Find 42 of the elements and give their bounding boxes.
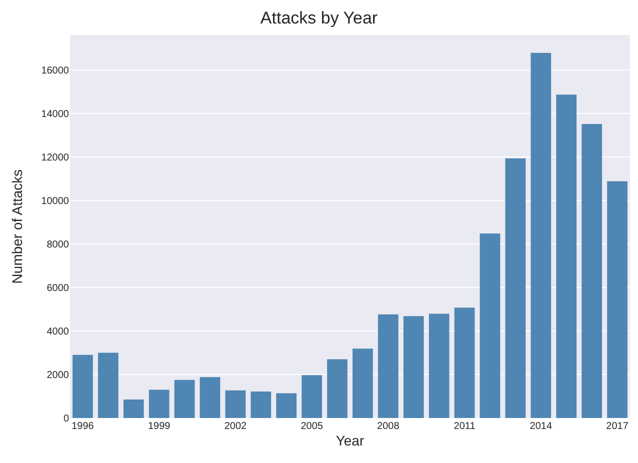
- y-tick-label: 16000: [41, 65, 70, 76]
- bar: [250, 391, 272, 418]
- bar: [480, 233, 500, 418]
- bar: [505, 158, 526, 418]
- bar: [556, 94, 577, 418]
- bar: [302, 375, 322, 418]
- x-tick-label: 2008: [377, 421, 400, 432]
- x-tick-label: 2014: [530, 421, 552, 432]
- x-tick-label: 2005: [300, 421, 324, 432]
- y-tick-label: 8000: [46, 239, 70, 250]
- bar: [607, 181, 628, 418]
- y-tick-label: 10000: [41, 196, 70, 207]
- x-tick-label: 2011: [454, 421, 476, 432]
- y-tick-label: 0: [63, 414, 70, 424]
- x-tick-label: 1996: [72, 421, 94, 432]
- x-tick-label: 2017: [606, 421, 629, 432]
- bar: [582, 124, 602, 418]
- y-axis-title: Number of Attacks: [8, 169, 25, 284]
- y-tick-label: 6000: [46, 282, 70, 294]
- x-tick-label: 1999: [148, 421, 171, 432]
- bar: [530, 52, 552, 418]
- bar: [200, 377, 220, 418]
- bar: [72, 354, 93, 418]
- chart-title: Attacks by Year: [260, 8, 378, 28]
- bar: [225, 390, 246, 418]
- bar: [352, 348, 373, 418]
- x-tick-label: 2002: [224, 421, 248, 432]
- y-tick-label: 4000: [46, 326, 70, 338]
- x-axis-title: Year: [336, 432, 364, 448]
- bar: [327, 359, 348, 418]
- y-tick-label: 14000: [41, 108, 70, 120]
- bar: [378, 314, 398, 418]
- bar: [98, 352, 118, 418]
- bar: [148, 390, 170, 418]
- bar: [174, 380, 195, 418]
- bar: [428, 314, 450, 418]
- y-tick-label: 12000: [41, 152, 70, 164]
- bar: [276, 393, 297, 418]
- y-tick-label: 2000: [46, 370, 70, 381]
- bar: [403, 316, 424, 418]
- bar: [123, 400, 144, 418]
- bar: [454, 308, 475, 418]
